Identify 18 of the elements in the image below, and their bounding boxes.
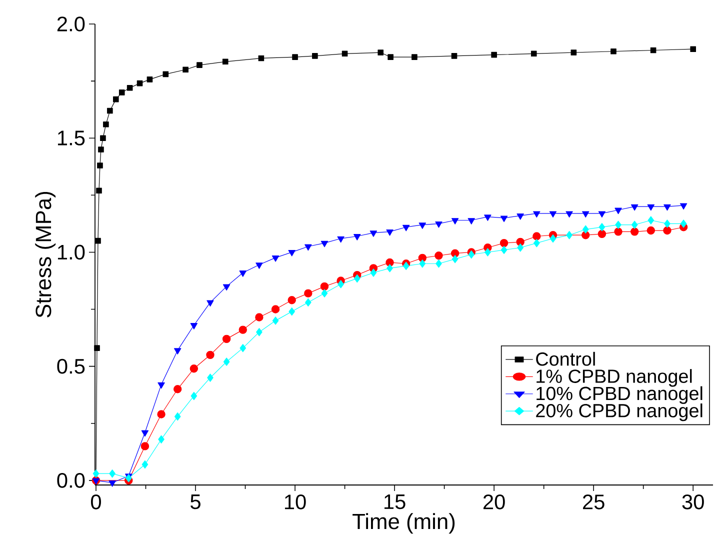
x-tick-label: 30: [682, 494, 704, 510]
legend-label: 1% CPBD nanogel: [536, 369, 692, 387]
legend-label: 20% CPBD nanogel: [536, 403, 702, 422]
y-tick-label: 1.5: [58, 130, 85, 146]
x-tick-label: 0: [90, 494, 101, 510]
x-axis-title: Time (min): [352, 513, 455, 534]
x-tick-label: 10: [284, 494, 306, 510]
y-tick-label: 2.0: [57, 16, 85, 32]
y-tick-label: 1.0: [58, 244, 85, 260]
y-tick-label: 0.0: [57, 473, 85, 488]
x-tick-label: 25: [583, 494, 604, 510]
x-tick-label: 15: [384, 494, 406, 510]
x-tick-label: 5: [190, 494, 200, 510]
y-axis-title: Stress (MPa): [35, 192, 56, 318]
legend-label: 10% CPBD nanogel: [536, 386, 702, 404]
legend-label: Control: [536, 352, 595, 366]
y-tick-label: 0.5: [57, 358, 85, 374]
x-tick-label: 20: [483, 494, 505, 510]
